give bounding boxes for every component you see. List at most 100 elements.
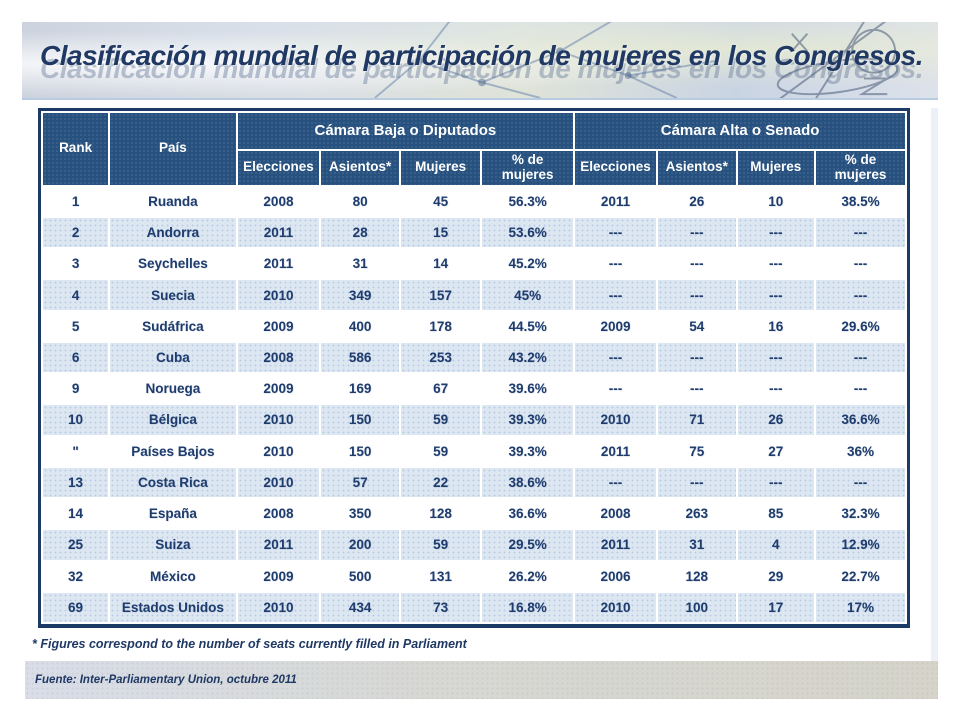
cell-value: 22 (400, 467, 481, 498)
cell-value: 2008 (237, 186, 320, 216)
cell-rank: 25 (43, 530, 109, 560)
cell-value: --- (737, 249, 814, 279)
cell-value: --- (657, 249, 736, 279)
footnote: * Figures correspond to the number of se… (32, 637, 467, 651)
cell-value: 2010 (237, 592, 320, 622)
cell-value: 350 (321, 499, 399, 529)
cell-rank: 14 (43, 499, 109, 529)
cell-value: --- (575, 374, 656, 404)
ranking-table: Rank País Cámara Baja o Diputados Cámara… (41, 111, 907, 624)
cell-value: 131 (400, 561, 481, 591)
cell-value: --- (815, 217, 905, 248)
cell-pais: Países Bajos (110, 436, 236, 466)
cell-value: 128 (400, 499, 481, 529)
cell-value: 54 (657, 311, 736, 341)
cell-value: 157 (400, 280, 481, 310)
cell-value: 2008 (237, 499, 320, 529)
cell-value: 27 (737, 436, 814, 466)
cell-rank: 5 (43, 311, 109, 341)
cell-value: 45 (400, 186, 481, 216)
cell-value: 4 (737, 530, 814, 560)
cell-value: 2008 (237, 342, 320, 373)
cell-value: 57 (321, 467, 399, 498)
cell-value: --- (737, 467, 814, 498)
cell-value: 150 (321, 436, 399, 466)
source-text: Fuente: Inter-Parliamentary Union, octub… (35, 674, 297, 686)
header-baja-asientos: Asientos* (321, 151, 399, 185)
header-baja-pct-mujeres: % de mujeres (482, 151, 574, 185)
cell-value: 150 (321, 405, 399, 435)
cell-value: 200 (321, 530, 399, 560)
header-sub-row: Elecciones Asientos* Mujeres % de mujere… (43, 151, 905, 185)
cell-value: --- (815, 249, 905, 279)
cell-pais: España (110, 499, 236, 529)
cell-value: 29.5% (482, 530, 574, 560)
cell-value: 39.3% (482, 436, 574, 466)
cell-value: 31 (321, 249, 399, 279)
cell-value: --- (575, 342, 656, 373)
cell-value: 36% (815, 436, 905, 466)
cell-pais: Suecia (110, 280, 236, 310)
cell-value: 31 (657, 530, 736, 560)
cell-value: --- (575, 467, 656, 498)
cell-pais: Sudáfrica (110, 311, 236, 341)
cell-value: 2011 (575, 436, 656, 466)
header-rank: Rank (43, 113, 109, 185)
table-row: 6 Cuba 2008 586 253 43.2% --- --- --- --- (43, 342, 905, 373)
cell-value: --- (575, 249, 656, 279)
cell-value: 80 (321, 186, 399, 216)
cell-value: 2010 (237, 405, 320, 435)
cell-pais: Suiza (110, 530, 236, 560)
cell-value: 2009 (575, 311, 656, 341)
table-row: " Países Bajos 2010 150 59 39.3% 2011 75 27 36% (43, 436, 905, 466)
ranking-table-container: Rank País Cámara Baja o Diputados Cámara… (38, 108, 910, 628)
cell-value: 36.6% (482, 499, 574, 529)
cell-value: 36.6% (815, 405, 905, 435)
header-baja-mujeres: Mujeres (400, 151, 481, 185)
table-row: 2 Andorra 2011 28 15 53.6% --- --- --- --- (43, 217, 905, 248)
cell-value: --- (657, 342, 736, 373)
cell-value: 75 (657, 436, 736, 466)
cell-rank: 32 (43, 561, 109, 591)
cell-value: 434 (321, 592, 399, 622)
cell-value: --- (815, 374, 905, 404)
cell-value: 2008 (575, 499, 656, 529)
cell-value: 349 (321, 280, 399, 310)
slide-title-ghost: Clasificación mundial de participación d… (40, 53, 923, 84)
cell-value: 38.5% (815, 186, 905, 216)
cell-pais: Noruega (110, 374, 236, 404)
cell-pais: Bélgica (110, 405, 236, 435)
cell-value: 14 (400, 249, 481, 279)
slide-title: Clasificación mundial de participación d… (40, 40, 923, 71)
cell-pais: Costa Rica (110, 467, 236, 498)
cell-value: 263 (657, 499, 736, 529)
table-row: 9 Noruega 2009 169 67 39.6% --- --- --- --- (43, 374, 905, 404)
header-camara-baja: Cámara Baja o Diputados (237, 113, 574, 149)
cell-value: 26 (737, 405, 814, 435)
cell-value: --- (737, 217, 814, 248)
cell-rank: 3 (43, 249, 109, 279)
cell-value: 253 (400, 342, 481, 373)
cell-value: 2010 (237, 467, 320, 498)
source-band: Fuente: Inter-Parliamentary Union, octub… (25, 661, 938, 699)
cell-value: 22.7% (815, 561, 905, 591)
cell-value: 39.3% (482, 405, 574, 435)
cell-value: --- (737, 342, 814, 373)
cell-value: --- (657, 467, 736, 498)
cell-value: 28 (321, 217, 399, 248)
cell-value: 45% (482, 280, 574, 310)
cell-rank: " (43, 436, 109, 466)
table-row: 4 Suecia 2010 349 157 45% --- --- --- --- (43, 280, 905, 310)
cell-pais: Estados Unidos (110, 592, 236, 622)
cell-rank: 6 (43, 342, 109, 373)
cell-rank: 10 (43, 405, 109, 435)
header-alta-elecciones: Elecciones (575, 151, 656, 185)
cell-pais: Cuba (110, 342, 236, 373)
cell-value: --- (815, 342, 905, 373)
cell-value: --- (575, 217, 656, 248)
cell-value: 2009 (237, 561, 320, 591)
header-group-row: Rank País Cámara Baja o Diputados Cámara… (43, 113, 905, 185)
cell-value: 100 (657, 592, 736, 622)
cell-rank: 9 (43, 374, 109, 404)
